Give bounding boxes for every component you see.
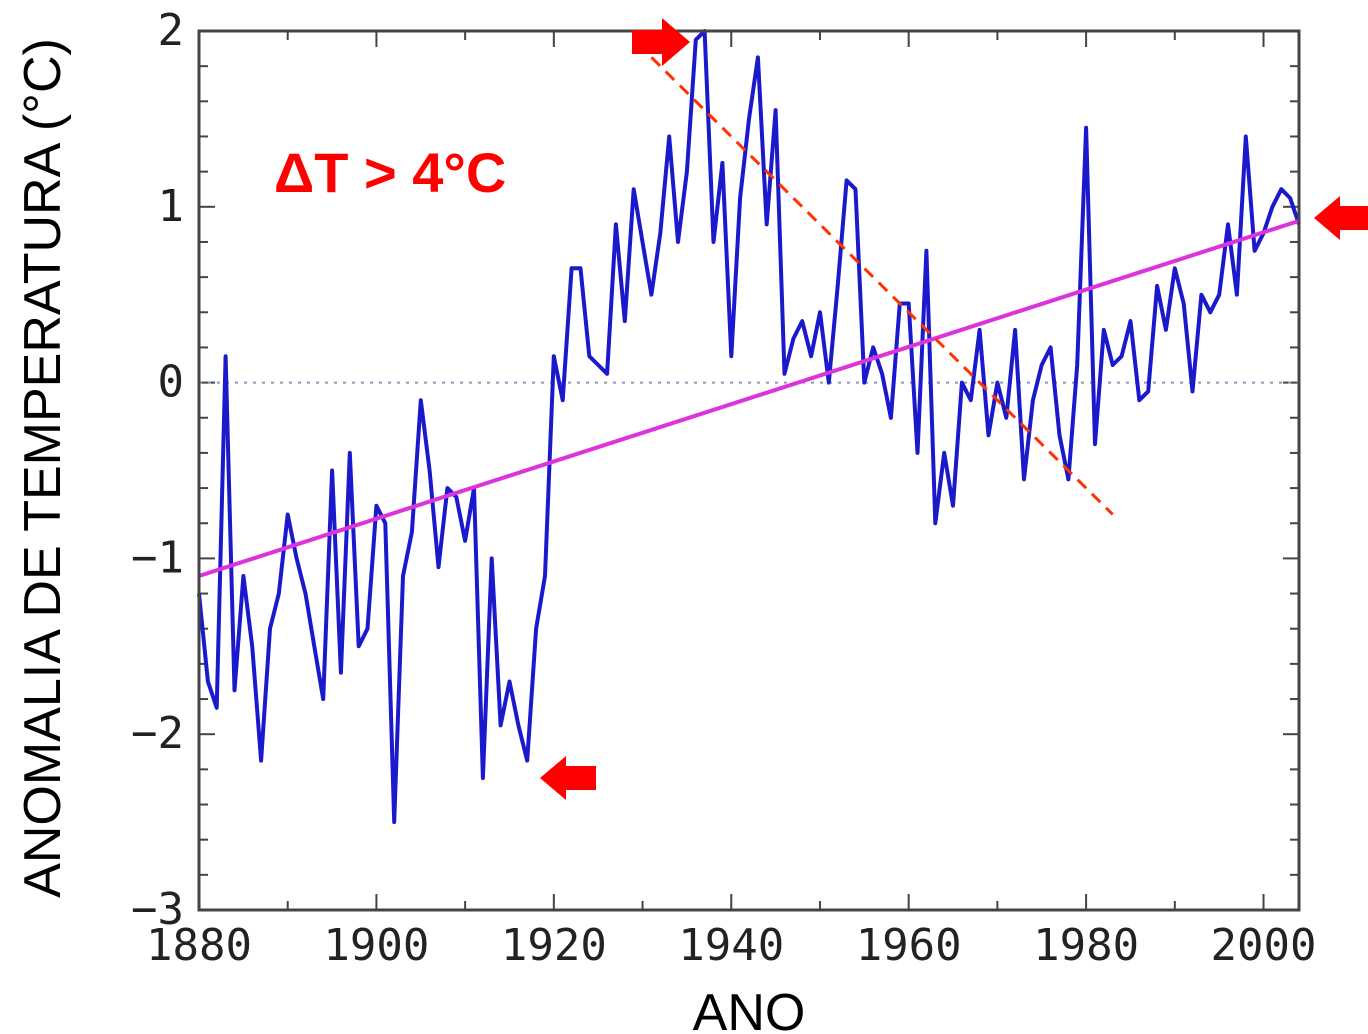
x-axis-title: ANO <box>693 984 806 1034</box>
arrow-left-minimum-icon <box>540 756 596 800</box>
x-tick-label: 1920 <box>501 920 607 971</box>
y-axis-title: ANOMALIA DE TEMPERATURA (°C) <box>14 38 72 898</box>
arrow-right-peak-icon <box>632 18 690 66</box>
x-tick-label: 1880 <box>146 920 252 971</box>
y-tick-labels: −3 −2 −1 0 1 2 <box>131 5 184 935</box>
y-tick-label: −3 <box>131 884 184 935</box>
y-tick-label: 0 <box>158 357 185 408</box>
annotation-arrows <box>540 18 1368 800</box>
x-tick-label: 1960 <box>856 920 962 971</box>
delta-t-annotation: ΔT > 4°C <box>274 141 506 204</box>
y-tick-label: −1 <box>131 532 184 583</box>
decline-dashed-line <box>650 56 1114 516</box>
x-tick-label: 1900 <box>323 920 429 971</box>
trend-line <box>198 218 1300 578</box>
arrow-left-recent-icon <box>1314 196 1368 240</box>
plot-frame <box>197 29 1301 912</box>
x-tick-labels: 1880 1900 1920 1940 1960 1980 2000 <box>146 920 1316 971</box>
y-tick-label: −2 <box>131 708 184 759</box>
y-tick-label: 2 <box>158 5 185 56</box>
x-tick-label: 1980 <box>1033 920 1139 971</box>
x-tick-label: 2000 <box>1211 920 1317 971</box>
x-tick-label: 1940 <box>678 920 784 971</box>
y-tick-label: 1 <box>158 181 185 232</box>
